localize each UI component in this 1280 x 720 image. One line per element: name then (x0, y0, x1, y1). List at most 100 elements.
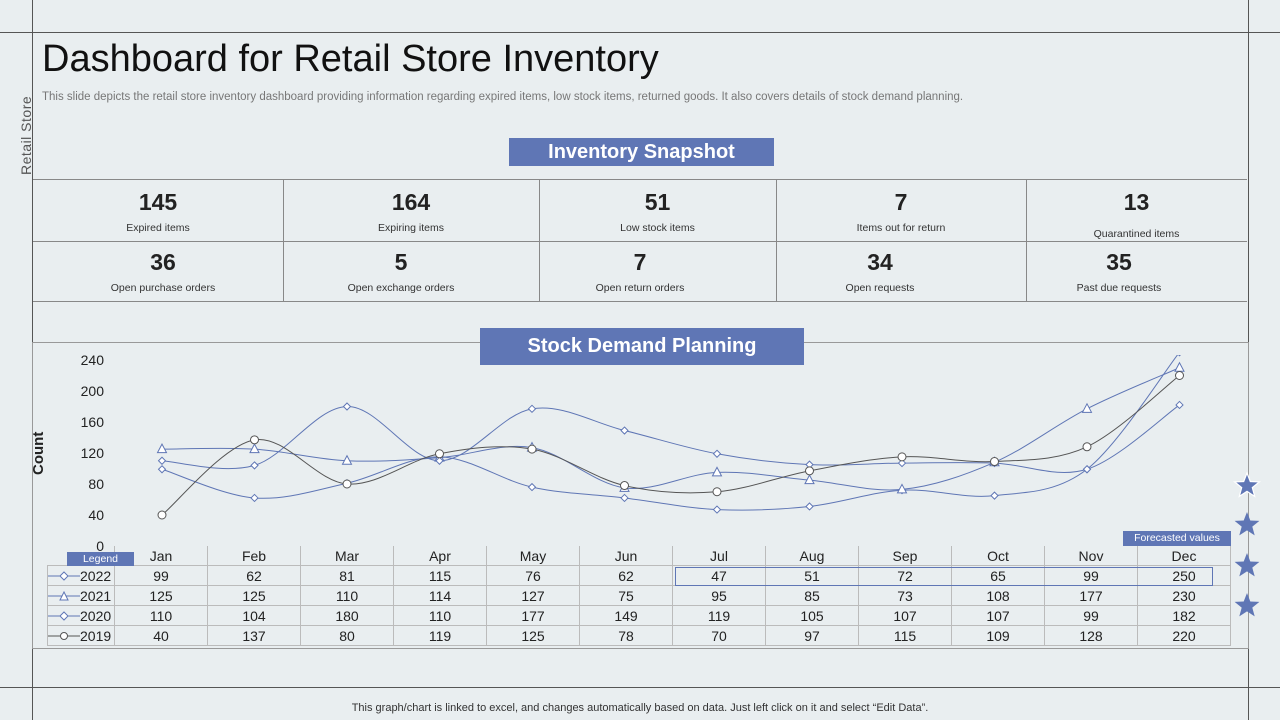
data-point-2020-Dec (1175, 400, 1184, 410)
data-point-2019-Feb (250, 435, 259, 445)
table-cell: 47 (672, 565, 766, 586)
kpi-label: Low stock items (620, 222, 695, 234)
table-cell: 73 (858, 585, 952, 606)
data-point-2022-Feb (250, 493, 259, 503)
table-cell: 76 (486, 565, 580, 586)
data-point-2019-Sep (897, 452, 907, 462)
star-icon (1234, 512, 1260, 536)
kpi-open-requests: 34 Open requests (776, 249, 984, 294)
kpi-open-return-orders: 7 Open return orders (539, 249, 741, 294)
table-cell: 62 (207, 565, 301, 586)
data-point-2020-Mar (342, 402, 352, 411)
table-cell: 105 (765, 605, 859, 626)
data-point-2021-Jan (156, 443, 168, 454)
data-point-2021-Dec (1174, 361, 1185, 372)
kpi-quarantined-items: 13 Quarantined items (1026, 189, 1247, 240)
kpi-label: Open requests (845, 282, 915, 294)
data-point-2020-Apr (435, 456, 444, 465)
table-cell: 110 (114, 605, 208, 626)
data-point-2019-Oct (990, 457, 999, 467)
month-header: Jun (579, 546, 673, 566)
y-tick-label: 240 (80, 352, 104, 368)
page-subtitle: This slide depicts the retail store inve… (42, 91, 964, 103)
data-point-2020-Nov (1082, 465, 1092, 474)
data-point-2020-Jan (157, 456, 167, 465)
month-header: Mar (300, 546, 394, 566)
series-name: 2021 (80, 587, 112, 604)
table-cell: 128 (1044, 625, 1138, 646)
table-header-row: Jan Feb Mar Apr May Jun Jul Aug Sep Oct … (48, 546, 1231, 566)
table-cell: 107 (858, 605, 952, 626)
table-cell: 119 (672, 605, 766, 626)
data-point-2019-Apr (435, 449, 444, 459)
frame-line-bottom (0, 687, 1280, 688)
kpi-label: Past due requests (1076, 282, 1162, 294)
data-point-2021-Nov (1081, 402, 1093, 413)
kpi-value: 5 (394, 249, 408, 275)
series-2021 (156, 361, 1185, 494)
table-cell: 127 (486, 585, 580, 606)
data-point-2022-May (527, 482, 537, 492)
series-2022 (157, 355, 1181, 514)
kpi-grid-line (33, 301, 1247, 302)
table-cell: 62 (579, 565, 673, 586)
month-header: Jul (672, 546, 766, 566)
series-2020 (157, 400, 1184, 474)
kpi-grid-line (283, 179, 284, 302)
kpi-open-exchange-orders: 5 Open exchange orders (283, 249, 519, 294)
kpi-value: 35 (1106, 249, 1132, 275)
kpi-expiring-items: 164 Expiring items (283, 189, 539, 234)
table-cell: 137 (207, 625, 301, 646)
series-key: 2019 (47, 625, 115, 646)
data-point-2021-Sep (896, 483, 908, 494)
kpi-label: Expired items (126, 222, 190, 234)
legend-line-triangle-icon (48, 590, 80, 600)
table-cell: 125 (486, 625, 580, 646)
data-point-2021-Mar (341, 454, 353, 465)
table-cell: 125 (207, 585, 301, 606)
legend-badge: Legend (67, 552, 134, 566)
series-line-2021 (161, 367, 1180, 491)
kpi-grid-line (539, 179, 540, 302)
table-cell: 230 (1137, 585, 1231, 606)
table-cell: 99 (1044, 605, 1138, 626)
table-cell: 115 (858, 625, 952, 646)
kpi-value: 145 (138, 189, 178, 215)
y-tick-label: 120 (80, 445, 104, 461)
kpi-expired-items: 145 Expired items (33, 189, 283, 234)
table-cell: 40 (114, 625, 208, 646)
series-key: 2021 (47, 585, 115, 606)
kpi-past-due-requests: 35 Past due requests (1026, 249, 1212, 294)
table-cell: 125 (114, 585, 208, 606)
table-cell: 104 (207, 605, 301, 626)
table-cell: 177 (1044, 585, 1138, 606)
table-cell: 107 (951, 605, 1045, 626)
series-line-2020 (161, 404, 1180, 473)
table-cell: 81 (300, 565, 394, 586)
table-cell: 110 (300, 585, 394, 606)
y-tick-label: 40 (88, 507, 104, 523)
month-header: Dec (1137, 546, 1231, 566)
table-cell: 220 (1137, 625, 1231, 646)
footer-note: This graph/chart is linked to excel, and… (351, 702, 929, 714)
kpi-label: Items out for return (856, 222, 946, 234)
kpi-value: 164 (391, 189, 431, 215)
y-tick-label: 80 (88, 476, 104, 492)
table-row: 2020 110 104 180 110 177 149 119 105 107… (47, 605, 1231, 626)
table-cell: 78 (579, 625, 673, 646)
table-cell: 149 (579, 605, 673, 626)
table-cell: 95 (672, 585, 766, 606)
kpi-grid: 145 Expired items 164 Expiring items 51 … (33, 179, 1247, 302)
table-cell: 110 (393, 605, 487, 626)
kpi-label: Open exchange orders (347, 282, 455, 294)
data-point-2019-May (527, 444, 537, 454)
data-point-2022-Dec (1178, 355, 1181, 357)
data-point-2022-Aug (805, 502, 814, 511)
month-header: Oct (951, 546, 1045, 566)
table-cell: 180 (300, 605, 394, 626)
table-cell: 80 (300, 625, 394, 646)
legend-line-diamond-icon (48, 610, 80, 621)
kpi-grid-line (776, 179, 777, 302)
kpi-value: 13 (1123, 189, 1150, 215)
